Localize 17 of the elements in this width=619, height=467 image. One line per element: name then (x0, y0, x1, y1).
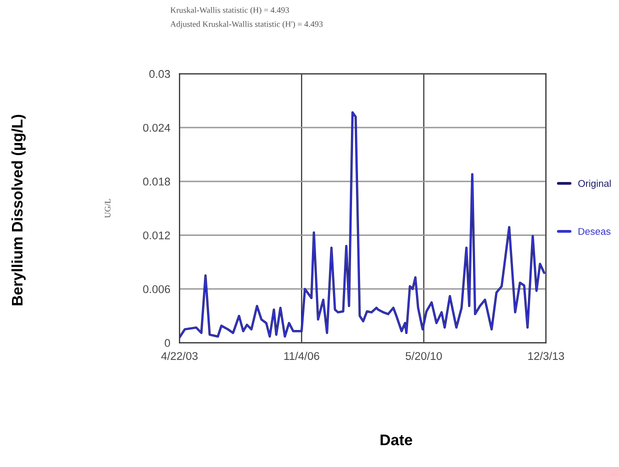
legend-label: Original (578, 180, 611, 189)
x-tick-label: 4/22/03 (161, 352, 198, 360)
x-tick-label: 11/4/06 (284, 352, 320, 360)
y-tick-label: 0 (164, 339, 170, 347)
x-tick-label: 5/20/10 (406, 352, 442, 360)
text: Date (380, 434, 412, 446)
y-tick-label: 0.012 (143, 231, 170, 240)
y-tick-label: 0.006 (143, 285, 170, 294)
y-tick-label: 0.024 (143, 124, 170, 132)
y-axis-title: UG/L (104, 199, 110, 218)
text: Kruskal-Wallis statistic (H) = 4.493 (170, 7, 289, 15)
legend-label: Deseas (578, 228, 610, 235)
text: Beryllium Dissolved (µg/L) (11, 114, 26, 306)
x-tick-label: 12/3/13 (528, 352, 564, 360)
y-tick-label: 0.018 (143, 178, 170, 186)
y-tick-label: 0.03 (149, 70, 170, 78)
text: Adjusted Kruskal-Wallis statistic (H') = 4.493 (170, 21, 323, 29)
